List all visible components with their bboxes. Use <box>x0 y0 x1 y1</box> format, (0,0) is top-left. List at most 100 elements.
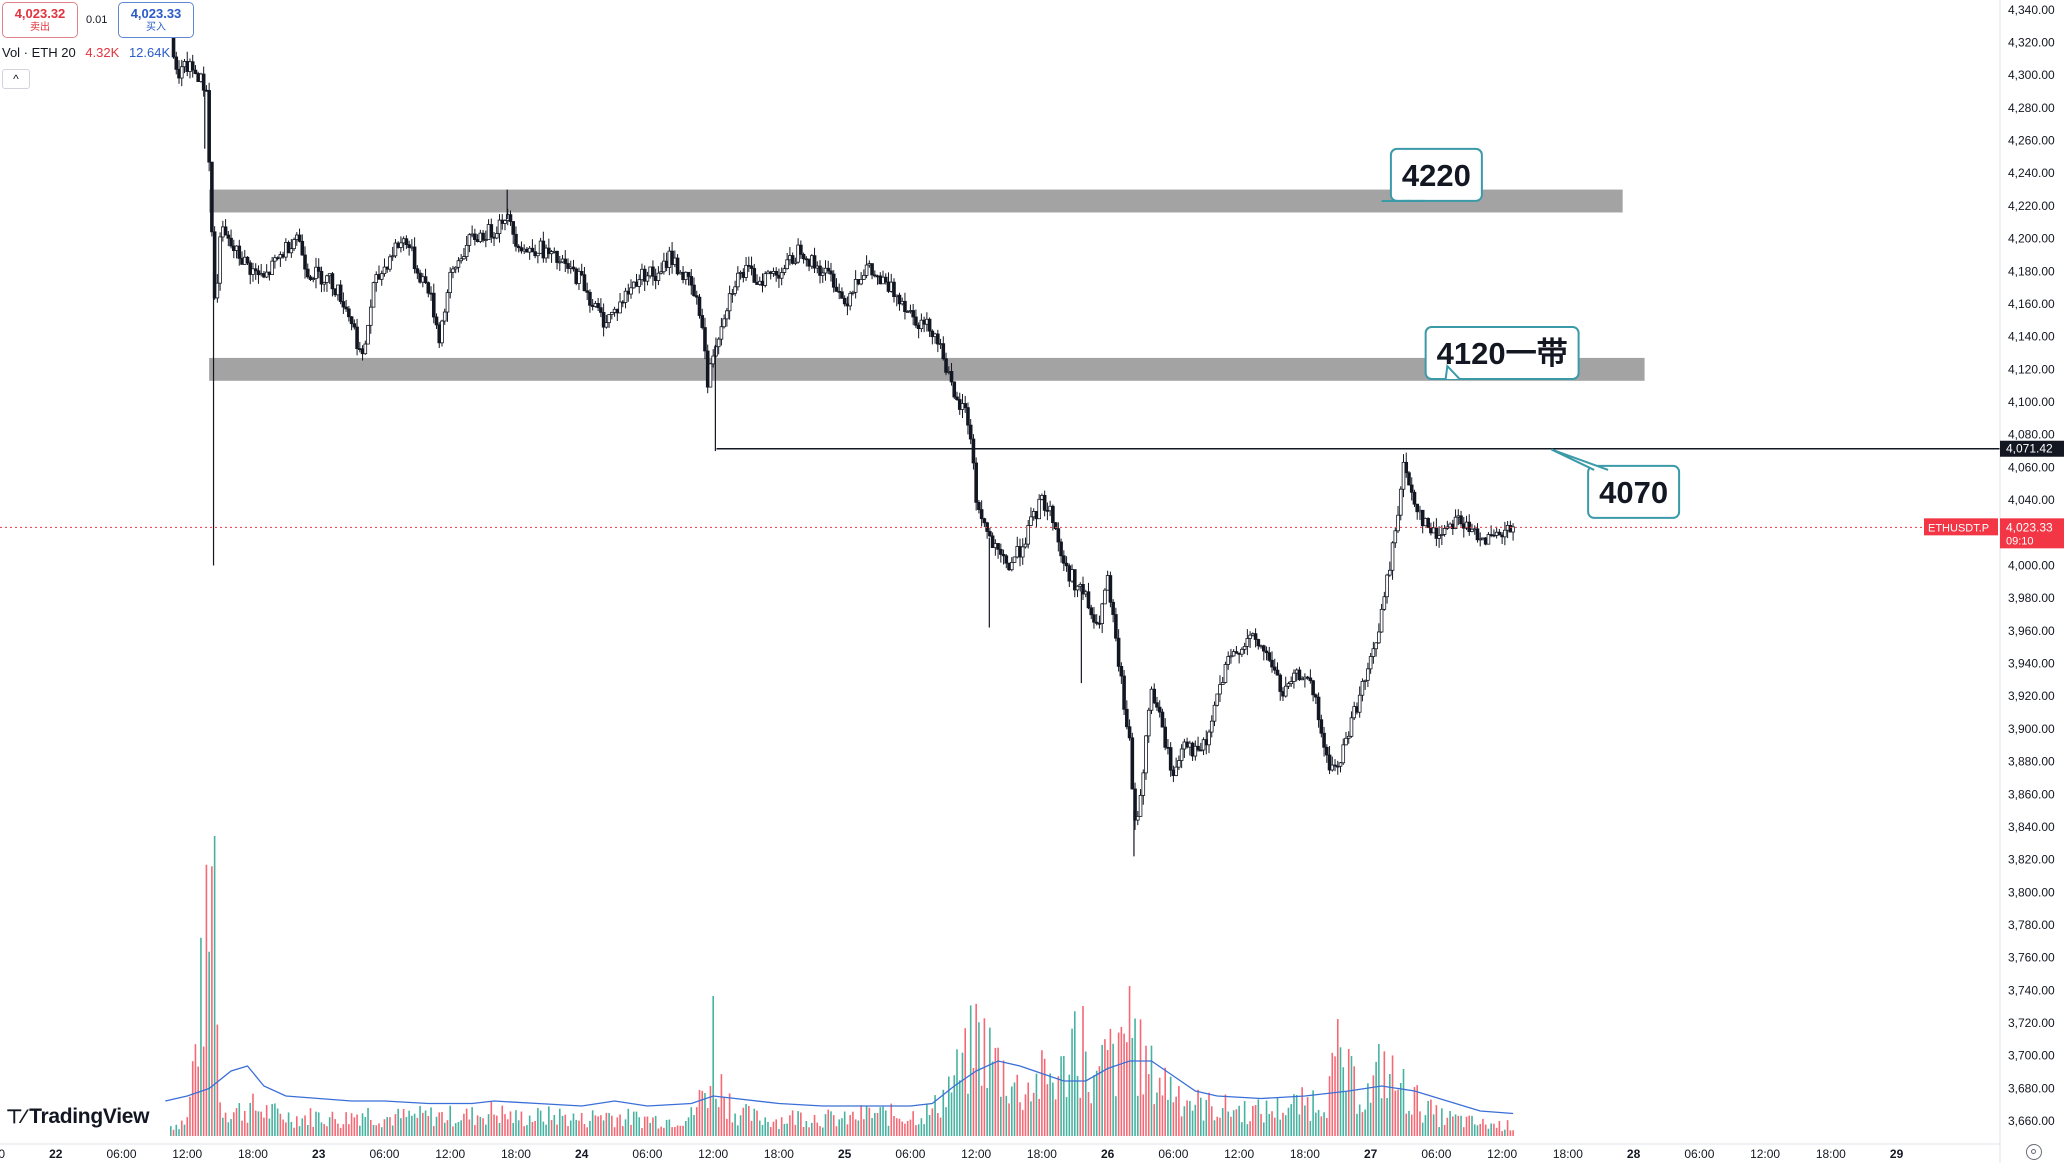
volume-bar <box>1205 1099 1208 1136</box>
volume-bar <box>649 1122 651 1136</box>
candle-body <box>744 264 748 278</box>
candle-body <box>1042 494 1047 511</box>
volume-bar <box>200 937 202 1136</box>
candle-body <box>840 291 844 299</box>
candle-body <box>774 270 778 276</box>
candle-body <box>936 333 940 345</box>
volume-bar <box>1271 1111 1273 1136</box>
annotation-box <box>1424 326 1580 381</box>
volume-bar <box>227 1122 230 1136</box>
volume-bar <box>728 1093 731 1136</box>
candle-body <box>982 518 987 524</box>
volume-bar <box>1268 1113 1271 1136</box>
volume-bar <box>1304 1105 1306 1136</box>
candle-body <box>1223 664 1228 683</box>
candle-body <box>237 245 242 259</box>
volume-bar <box>1462 1127 1465 1136</box>
settings-icon[interactable] <box>2026 1144 2042 1160</box>
candle-body <box>1270 659 1274 668</box>
candle-body <box>585 290 589 293</box>
candle-body <box>1168 747 1173 771</box>
volume-bar <box>605 1112 608 1136</box>
volume-bar <box>375 1125 378 1136</box>
candle-body <box>286 242 291 254</box>
volume-bar <box>849 1115 851 1136</box>
volume-bar <box>468 1119 471 1136</box>
volume-bar <box>1235 1109 1238 1136</box>
volume-bar <box>454 1123 457 1136</box>
candle-body <box>645 275 650 282</box>
candle-body <box>579 270 584 276</box>
volume-bar <box>920 1118 923 1136</box>
candle-body <box>451 268 455 273</box>
candle-body <box>393 242 398 257</box>
volume-bar <box>1394 1090 1397 1136</box>
volume-bar <box>895 1118 898 1136</box>
volume-bar <box>698 1089 701 1136</box>
sell-button[interactable]: 4,023.32 卖出 <box>2 2 78 38</box>
candle-body <box>859 279 863 285</box>
volume-bar <box>1435 1105 1438 1136</box>
collapse-legend-button[interactable]: ^ <box>2 69 30 89</box>
candle-body <box>1475 528 1480 541</box>
volume-bar <box>865 1105 868 1136</box>
volume-bar <box>1032 1092 1035 1136</box>
candle-body <box>426 282 431 294</box>
candle-body <box>530 247 535 253</box>
candle-body <box>442 311 447 322</box>
candle-body <box>270 260 274 275</box>
volume-bar <box>841 1118 843 1136</box>
time-tick-label: 18:00 <box>501 1147 531 1161</box>
volume-bar <box>802 1126 805 1136</box>
time-tick-label: 28 <box>1627 1147 1641 1161</box>
candle-body <box>1089 607 1094 616</box>
volume-bar <box>356 1114 358 1136</box>
volume-bar <box>827 1109 830 1136</box>
candle-body <box>1272 666 1277 671</box>
volume-bar <box>761 1124 764 1136</box>
candle-body <box>1412 491 1417 505</box>
volume-bar <box>1490 1123 1492 1136</box>
candle-body <box>988 531 992 537</box>
candle-body <box>245 256 250 264</box>
resistance-zone <box>209 189 1623 213</box>
candle-body <box>1075 585 1080 591</box>
volume-bar <box>1290 1104 1292 1136</box>
volume-bar <box>1397 1089 1399 1136</box>
candle-body <box>212 231 217 299</box>
volume-bar <box>868 1107 871 1136</box>
volume-bar <box>1419 1111 1421 1136</box>
volume-bar <box>1309 1120 1312 1136</box>
candle-body <box>708 363 713 388</box>
candle-body <box>547 247 551 255</box>
volume-bar <box>320 1122 323 1136</box>
volume-legend[interactable]: Vol · ETH 20 4.32K 12.64K <box>2 45 170 60</box>
candle-body <box>352 323 357 328</box>
volume-bar <box>786 1123 788 1136</box>
volume-bar <box>520 1111 523 1136</box>
candle-body <box>1037 498 1041 520</box>
volume-bar <box>942 1089 945 1136</box>
volume-bar <box>230 1119 232 1136</box>
volume-bar <box>211 866 213 1136</box>
volume-bar <box>1276 1097 1279 1136</box>
candle-body <box>292 239 296 250</box>
volume-bar <box>1123 1033 1125 1136</box>
price-tick-label: 3,860.00 <box>2008 787 2055 801</box>
volume-bar <box>723 1097 725 1136</box>
volume-bar <box>465 1108 468 1136</box>
candle-body <box>1283 685 1288 697</box>
candle-body <box>459 258 463 262</box>
volume-bar <box>1024 1094 1027 1136</box>
volume-bar <box>1117 1032 1120 1136</box>
symbol-label: ETHUSDT.P <box>1928 522 1989 534</box>
candle-body <box>968 424 973 440</box>
volume-bar <box>178 1129 180 1136</box>
buy-button[interactable]: 4,023.33 买入 <box>118 2 194 38</box>
candle-body <box>1086 591 1091 609</box>
volume-bar <box>1093 1075 1095 1136</box>
tradingview-logo[interactable]: ⊤⁄ TradingView <box>6 1105 149 1129</box>
volume-bar <box>1320 1116 1323 1136</box>
candle-body <box>853 279 858 293</box>
